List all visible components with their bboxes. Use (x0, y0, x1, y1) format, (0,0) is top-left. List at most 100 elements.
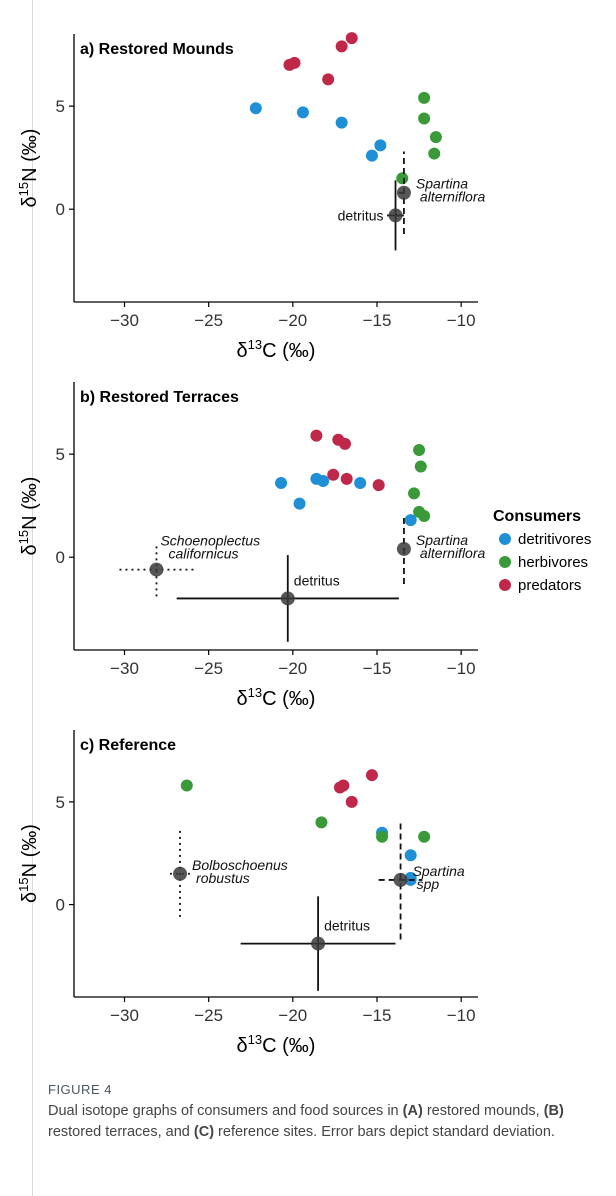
x-tick-label: −10 (447, 659, 476, 678)
source-point (393, 872, 408, 887)
y-axis-label: δ15N (‰) (16, 477, 41, 556)
y-tick-label: 5 (56, 97, 65, 116)
source-label: robustus (196, 870, 250, 886)
point-detritivores (404, 514, 417, 527)
point-predators (337, 779, 350, 792)
point-detritivores (365, 149, 378, 162)
point-predators (345, 32, 358, 45)
x-tick-label: −25 (194, 311, 223, 330)
source-point (396, 541, 411, 556)
point-detritivores (335, 116, 348, 129)
point-herbivores (408, 487, 421, 500)
x-tick-label: −30 (110, 1006, 139, 1025)
point-herbivores (418, 830, 431, 843)
point-detritivores (293, 497, 306, 510)
source-label: alterniflora (420, 189, 486, 205)
caption-part-6: reference sites. Error bars depict stand… (214, 1124, 555, 1140)
x-axis-label: δ13C (‰) (237, 685, 316, 710)
x-axis-label: δ13C (‰) (237, 337, 316, 362)
source-point (173, 866, 188, 881)
point-herbivores (418, 91, 431, 104)
x-tick-label: −30 (110, 311, 139, 330)
legend-marker-detritivores (499, 533, 511, 545)
caption-part-0: Dual isotope graphs of consumers and foo… (48, 1103, 403, 1119)
caption-part-4: restored terraces, and (48, 1124, 194, 1140)
x-tick-label: −25 (194, 1006, 223, 1025)
panel-1: a) Restored Mounds −30 −25 −20 −15 −10 0 5 δ13C … (16, 32, 486, 362)
x-tick-label: −10 (447, 311, 476, 330)
legend-label-herbivores: herbivores (518, 554, 588, 571)
source-label: detritus (338, 207, 384, 223)
source-label: Spartina (416, 532, 468, 548)
point-predators (372, 479, 385, 492)
source-label: Bolboschoenus (192, 857, 288, 873)
x-tick-label: −15 (363, 1006, 392, 1025)
source-label: californicus (168, 546, 238, 562)
y-axis-label: δ15N (‰) (16, 129, 41, 208)
panel-3: c) Reference −30 −25 −20 −15 −10 0 5 δ13C (‰) δ15… (16, 730, 478, 1057)
point-predators (322, 73, 335, 86)
point-detritivores (296, 106, 309, 119)
point-predators (339, 437, 352, 450)
legend-label-detritivores: detritivores (518, 531, 591, 548)
point-detritivores (249, 102, 262, 115)
point-detritivores (404, 849, 417, 862)
x-tick-label: −25 (194, 659, 223, 678)
legend-marker-predators (499, 579, 511, 591)
source-label: alterniflora (420, 545, 486, 561)
point-herbivores (413, 444, 426, 457)
y-tick-label: 0 (56, 548, 65, 567)
y-tick-label: 0 (56, 200, 65, 219)
y-tick-label: 5 (56, 445, 65, 464)
figure-caption: FIGURE 4 Dual isotope graphs of consumer… (48, 1082, 588, 1143)
point-predators (310, 429, 323, 442)
point-herbivores (376, 830, 389, 843)
point-detritivores (374, 139, 387, 152)
point-herbivores (428, 147, 441, 160)
source-point (396, 185, 411, 200)
point-herbivores (418, 510, 431, 522)
panel-2: b) Restored Terraces −30 −25 −20 −15 −10 0 5 δ13… (16, 382, 486, 710)
figure-caption-text: Dual isotope graphs of consumers and foo… (48, 1101, 588, 1143)
point-predators (345, 795, 358, 808)
caption-part-5: (C) (193, 1124, 215, 1140)
point-predators (365, 769, 378, 782)
caption-part-2: restored mounds, (422, 1103, 544, 1119)
point-herbivores (180, 779, 193, 792)
point-predators (340, 472, 353, 485)
point-detritivores (354, 477, 367, 490)
panel-title: b) Restored Terraces (80, 389, 239, 406)
source-label: Schoenoplectus (160, 533, 260, 549)
point-predators (335, 40, 348, 53)
x-tick-label: −10 (447, 1006, 476, 1025)
source-label: detritus (324, 918, 370, 934)
source-label: Spartina (416, 176, 468, 192)
legend-title: Consumers (493, 508, 581, 525)
panel-title: a) Restored Mounds (80, 41, 234, 58)
source-label: spp (417, 876, 440, 892)
page-border-line (32, 0, 33, 1196)
point-herbivores (315, 816, 328, 829)
point-detritivores (317, 474, 330, 487)
point-herbivores (418, 112, 431, 125)
legend-marker-herbivores (499, 556, 511, 568)
point-herbivores (429, 131, 442, 144)
source-label: detritus (294, 572, 340, 588)
y-axis-label: δ15N (‰) (16, 824, 41, 903)
point-predators (327, 468, 340, 481)
x-tick-label: −20 (278, 311, 307, 330)
legend-label-predators: predators (518, 577, 581, 594)
point-herbivores (414, 460, 427, 473)
source-point (149, 562, 164, 577)
y-tick-label: 5 (56, 793, 65, 812)
source-point (280, 591, 295, 606)
x-tick-label: −20 (278, 659, 307, 678)
y-tick-label: 0 (56, 896, 65, 915)
source-point (311, 936, 326, 951)
x-tick-label: −15 (363, 311, 392, 330)
x-axis-label: δ13C (‰) (237, 1032, 316, 1057)
caption-part-1: (A) (402, 1103, 423, 1119)
source-point (388, 208, 403, 223)
caption-part-3: (B) (543, 1103, 564, 1119)
point-detritivores (275, 477, 288, 490)
